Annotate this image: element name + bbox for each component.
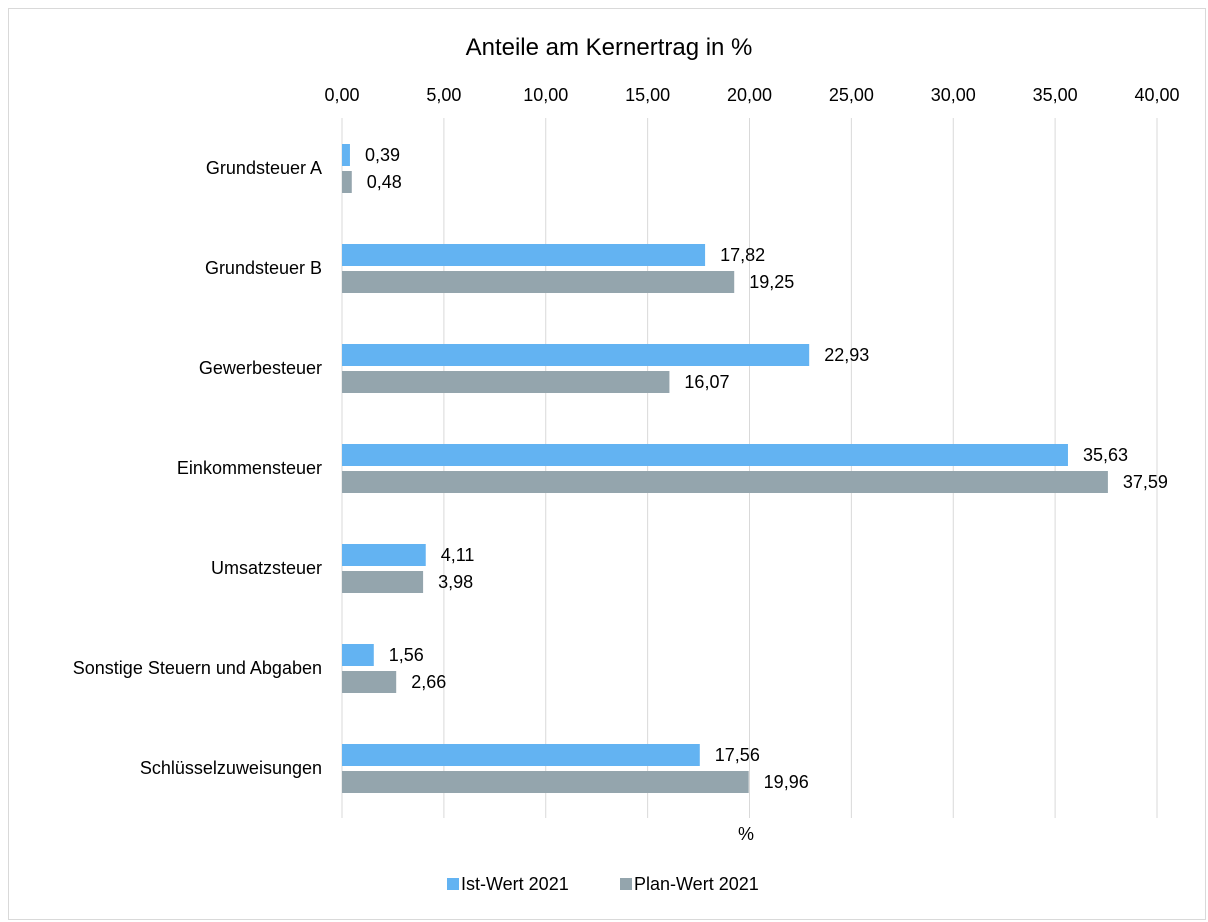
x-tick-label: 30,00 (931, 85, 976, 105)
x-tick-label: 25,00 (829, 85, 874, 105)
plan-bar (342, 671, 397, 693)
plan-bar (342, 471, 1108, 493)
legend: Ist-Wert 2021 Plan-Wert 2021 (447, 874, 759, 894)
data-labels: 0,39 0,48 17,82 19,25 22,93 16,07 35,63 37,59 4,… (365, 145, 1168, 792)
data-label: 1,56 (389, 645, 424, 665)
gridlines (341, 118, 1158, 818)
data-label: 17,56 (715, 745, 760, 765)
x-tick-label: 20,00 (727, 85, 772, 105)
plan-bar (342, 571, 424, 593)
data-label: 22,93 (824, 345, 869, 365)
plan-bar (342, 371, 670, 393)
ist-bar (342, 344, 810, 366)
data-label: 37,59 (1123, 472, 1168, 492)
data-label: 19,25 (749, 272, 794, 292)
ist-bar (342, 144, 350, 166)
legend-label-ist: Ist-Wert 2021 (461, 874, 569, 894)
data-label: 0,48 (367, 172, 402, 192)
ist-bar (342, 544, 426, 566)
x-axis-label: % (738, 824, 754, 844)
chart-title: Anteile am Kernertrag in % (466, 34, 753, 61)
data-label: 19,96 (764, 772, 809, 792)
x-axis-ticks: 0,00 5,00 10,00 15,00 20,00 25,00 30,00 35,00 40… (324, 85, 1179, 105)
x-tick-label: 5,00 (426, 85, 461, 105)
data-label: 35,63 (1083, 445, 1128, 465)
data-label: 16,07 (684, 372, 729, 392)
data-label: 3,98 (438, 572, 473, 592)
category-label: Schlüsselzuweisungen (140, 758, 322, 778)
x-tick-label: 10,00 (523, 85, 568, 105)
data-label: 2,66 (411, 672, 446, 692)
ist-bar (342, 644, 374, 666)
data-label: 0,39 (365, 145, 400, 165)
category-label: Umsatzsteuer (211, 558, 322, 578)
ist-bar (342, 244, 706, 266)
ist-bar (342, 744, 700, 766)
plan-bar (342, 271, 735, 293)
category-label: Grundsteuer B (205, 258, 322, 278)
ist-bar (342, 444, 1068, 466)
data-label: 17,82 (720, 245, 765, 265)
legend-swatch-ist (447, 878, 459, 890)
category-label: Sonstige Steuern und Abgaben (73, 658, 322, 678)
legend-label-plan: Plan-Wert 2021 (634, 874, 759, 894)
legend-swatch-plan (620, 878, 632, 890)
x-tick-label: 40,00 (1134, 85, 1179, 105)
category-label: Einkommensteuer (177, 458, 322, 478)
x-tick-label: 15,00 (625, 85, 670, 105)
category-label: Grundsteuer A (206, 158, 322, 178)
plan-bar (342, 171, 352, 193)
bars (342, 144, 1108, 793)
x-tick-label: 0,00 (324, 85, 359, 105)
x-tick-label: 35,00 (1033, 85, 1078, 105)
category-labels: Grundsteuer A Grundsteuer B Gewerbesteuer E… (73, 158, 322, 778)
data-label: 4,11 (441, 545, 475, 565)
plan-bar (342, 771, 749, 793)
category-label: Gewerbesteuer (199, 358, 322, 378)
